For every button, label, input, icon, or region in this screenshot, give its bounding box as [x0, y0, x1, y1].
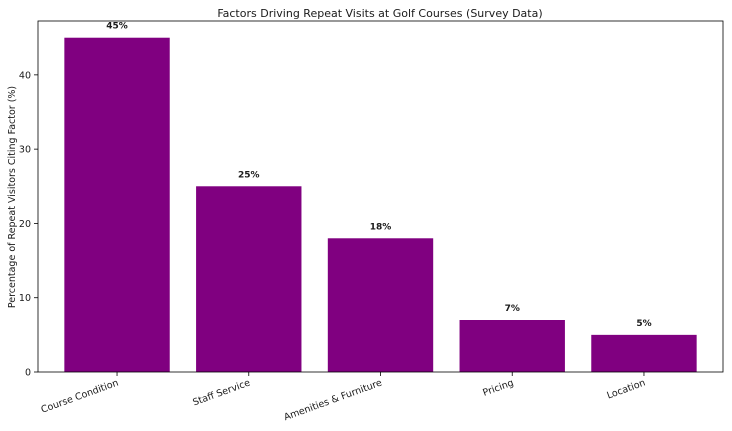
y-axis: 0 10 20 30 40 [19, 70, 38, 379]
plot-frame [37, 20, 724, 373]
y-tick-label: 30 [19, 145, 31, 156]
chart-title: Factors Driving Repeat Visits at Golf Co… [217, 7, 542, 20]
x-tick-label: Pricing [481, 377, 515, 398]
y-axis-label: Percentage of Repeat Visitors Citing Fac… [7, 86, 18, 308]
bar-data-label: 25% [238, 170, 260, 180]
bar-data-label: 18% [370, 222, 392, 232]
y-tick-label: 20 [19, 219, 31, 230]
y-tick-label: 0 [25, 368, 31, 379]
bar [459, 320, 565, 372]
bars-group [64, 37, 697, 372]
bar-data-label: 45% [106, 22, 128, 32]
y-tick-label: 40 [19, 70, 31, 81]
bar-data-label: 7% [505, 304, 520, 314]
bar [591, 334, 697, 372]
y-tick-label: 10 [19, 293, 31, 304]
data-labels-group: 45% 25% 18% 7% 5% [106, 22, 651, 329]
bar [327, 238, 434, 372]
bar [196, 186, 302, 372]
x-tick-label: Location [605, 377, 647, 401]
bar-data-label: 5% [636, 319, 651, 329]
x-axis: Course Condition Staff Service Amenities &… [40, 372, 647, 423]
x-tick-label: Course Condition [40, 377, 120, 415]
x-tick-label: Amenities & Furniture [282, 377, 383, 423]
bar [64, 37, 170, 372]
x-tick-label: Staff Service [191, 377, 252, 408]
